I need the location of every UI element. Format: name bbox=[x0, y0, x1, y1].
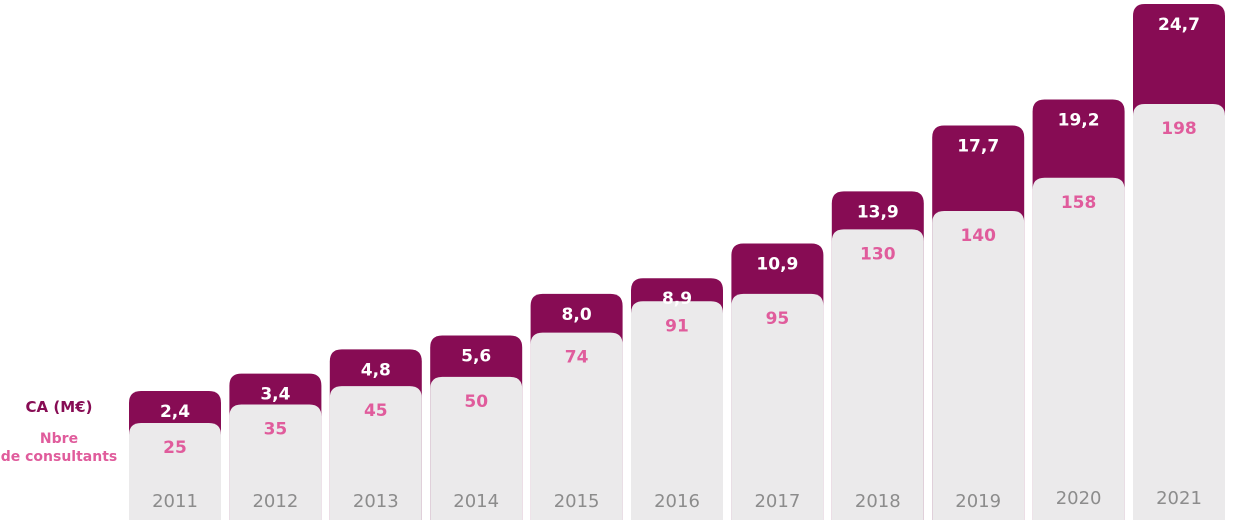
ca-value-label-2013: 4,8 bbox=[361, 360, 391, 380]
consultants-bar-2017 bbox=[731, 293, 824, 520]
ca-value-label-2017: 10,9 bbox=[756, 254, 798, 274]
ca-value-label-2012: 3,4 bbox=[260, 385, 290, 405]
consultants-bar-2013 bbox=[329, 386, 422, 520]
year-label-2020: 2020 bbox=[1056, 488, 1102, 509]
consultants-value-label-2021: 198 bbox=[1161, 119, 1197, 139]
year-label-2011: 2011 bbox=[152, 491, 198, 512]
consultants-value-label-2015: 74 bbox=[565, 348, 589, 368]
consultants-bar-2014 bbox=[430, 376, 523, 520]
year-label-2018: 2018 bbox=[855, 491, 901, 512]
year-label-2016: 2016 bbox=[654, 491, 700, 512]
consultants-value-label-2016: 91 bbox=[665, 316, 689, 336]
consultants-bar-2015 bbox=[530, 332, 623, 520]
consultants-bar-2019 bbox=[932, 210, 1025, 520]
year-label-2021: 2021 bbox=[1156, 488, 1202, 509]
consultants-bar-2018 bbox=[831, 229, 924, 521]
year-label-2015: 2015 bbox=[554, 491, 600, 512]
consultants-value-label-2019: 140 bbox=[960, 226, 996, 246]
ca-value-label-2018: 13,9 bbox=[857, 202, 899, 222]
legend-consultants-label: Nbre de consultants bbox=[0, 430, 118, 466]
consultants-value-label-2020: 158 bbox=[1061, 193, 1097, 213]
consultants-value-label-2014: 50 bbox=[464, 392, 488, 412]
legend-consultants-line2: de consultants bbox=[0, 449, 118, 465]
legend-ca-label: CA (M€) bbox=[25, 398, 93, 416]
consultants-value-label-2013: 45 bbox=[364, 401, 388, 421]
consultants-bar-2020 bbox=[1032, 177, 1125, 520]
year-label-2013: 2013 bbox=[353, 491, 399, 512]
ca-value-label-2014: 5,6 bbox=[461, 346, 491, 366]
consultants-bar-2012 bbox=[229, 404, 322, 520]
ca-value-label-2019: 17,7 bbox=[957, 136, 999, 156]
year-label-2019: 2019 bbox=[955, 491, 1001, 512]
year-label-2014: 2014 bbox=[453, 491, 499, 512]
year-label-2012: 2012 bbox=[252, 491, 298, 512]
legend-consultants-line1: Nbre bbox=[39, 431, 79, 447]
consultants-bar-2016 bbox=[631, 301, 723, 520]
year-label-2017: 2017 bbox=[754, 491, 800, 512]
consultants-bar-2021 bbox=[1133, 104, 1225, 520]
ca-value-label-2011: 2,4 bbox=[160, 402, 190, 422]
consultants-value-label-2017: 95 bbox=[766, 309, 790, 329]
consultants-value-label-2012: 35 bbox=[264, 420, 288, 440]
consultants-value-label-2011: 25 bbox=[163, 438, 187, 458]
ca-value-label-2020: 19,2 bbox=[1058, 110, 1100, 130]
ca-value-label-2016: 8,9 bbox=[662, 289, 692, 309]
ca-value-label-2015: 8,0 bbox=[562, 305, 592, 325]
consultants-value-label-2018: 130 bbox=[860, 244, 896, 264]
consultants-bar-2011 bbox=[129, 423, 221, 520]
ca-value-label-2021: 24,7 bbox=[1158, 15, 1200, 35]
